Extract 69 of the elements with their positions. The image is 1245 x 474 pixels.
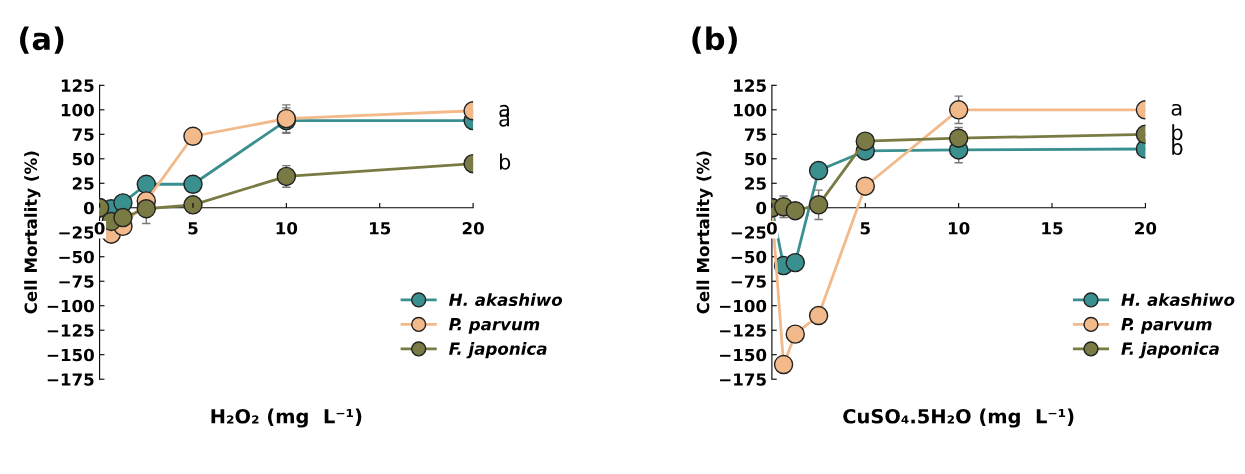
y-axis-title: Cell Mortality (%) [24,151,41,314]
point [808,195,829,215]
point [785,200,805,221]
point [855,131,875,151]
y-tick-label: 50 [72,152,94,166]
y-tick-label: −75 [59,275,94,288]
point [948,100,969,120]
chart-title: (a) [20,26,64,54]
y-tick-label: −25 [731,226,766,239]
x-tick-label: 5 [188,222,198,235]
y-tick-label: 25 [72,177,94,190]
x-tick-label: 0 [94,221,105,235]
y-tick-label: 125 [734,79,766,92]
y-tick-label: 0 [756,201,767,215]
y-tick-label: −125 [47,324,94,337]
y-tick-label: −25 [59,226,94,239]
x-tick-label: 0 [766,221,777,235]
legend-label: P. parvum [449,318,540,334]
point [808,160,829,181]
y-tick-label: 125 [61,79,94,92]
y-tick-label: 25 [745,177,766,190]
legend-label: H. akashiwo [1121,293,1235,307]
x-axis-title: CuSO₄.5H₂O (mg L⁻¹) [843,408,1074,428]
legend-label: F. japonica [449,342,547,359]
y-tick-label: −100 [47,299,94,313]
y-tick-label: −125 [720,324,766,337]
x-axis-title: H₂O₂ (mg L⁻¹) [211,408,362,428]
point [808,305,829,326]
y-tick-label: 75 [744,128,766,141]
x-tick-label: 20 [1135,221,1157,235]
point [785,324,805,344]
y-tick-label: 50 [745,152,767,166]
y-tick-label: −175 [720,373,766,386]
text: b [499,153,511,170]
y-tick-label: 100 [734,103,767,117]
y-axis-title: Cell Mortality (%) [696,151,713,314]
point [183,126,203,146]
y-tick-label: 100 [61,103,94,117]
x-tick-label: 15 [370,222,391,235]
x-tick-label: 5 [860,222,870,235]
y-tick-label: 0 [83,201,94,215]
legend-label: F. japonica [1121,342,1219,359]
x-tick-label: 10 [948,221,970,235]
point [948,128,969,148]
point [773,354,794,375]
point [785,252,805,273]
point [113,207,133,228]
text: b [1172,124,1183,141]
chart-title: (b) [692,26,737,54]
point [183,195,203,215]
x-tick-label: 10 [276,221,298,235]
x-tick-label: 20 [462,221,484,235]
y-tick-label: −100 [720,299,767,313]
legend-label: P. parvum [1121,318,1212,334]
x-tick-label: 15 [1042,222,1063,235]
point [136,199,157,219]
text: a [1171,103,1182,116]
point [855,176,875,196]
y-tick-label: −50 [731,250,767,264]
y-tick-label: −75 [731,275,766,288]
y-tick-label: 75 [72,128,94,141]
y-tick-label: −50 [59,250,94,264]
y-tick-label: −175 [47,373,94,386]
point [183,174,203,194]
text: b [1172,138,1183,156]
legend-label: H. akashiwo [449,293,563,307]
y-tick-label: −150 [720,348,767,362]
y-tick-label: −150 [47,348,94,362]
point [136,174,157,194]
